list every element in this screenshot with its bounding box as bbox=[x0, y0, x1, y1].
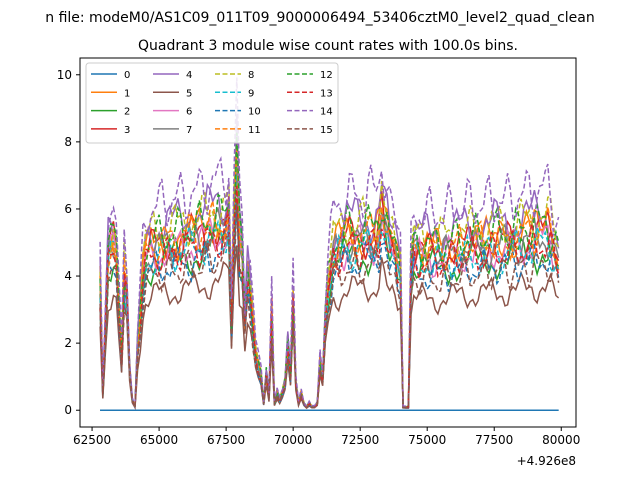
series-line-5 bbox=[99, 245, 560, 411]
y-tick-label: 8 bbox=[64, 135, 72, 149]
y-tick-label: 2 bbox=[64, 336, 72, 350]
legend-label-14: 14 bbox=[320, 107, 333, 118]
legend-label-6: 6 bbox=[186, 107, 192, 118]
y-tick-label: 0 bbox=[64, 403, 72, 417]
y-tick-label: 4 bbox=[64, 269, 72, 283]
legend-label-2: 2 bbox=[124, 107, 130, 118]
legend-label-8: 8 bbox=[248, 70, 254, 81]
legend-label-13: 13 bbox=[320, 88, 333, 99]
legend-box bbox=[85, 62, 339, 144]
chart-title: Quadrant 3 module wise count rates with … bbox=[138, 38, 518, 54]
legend-label-11: 11 bbox=[248, 125, 261, 136]
y-tick-label: 10 bbox=[57, 68, 72, 82]
series-line-3 bbox=[99, 152, 560, 409]
legend-label-0: 0 bbox=[124, 70, 130, 81]
series-line-15 bbox=[99, 204, 560, 409]
legend-label-9: 9 bbox=[248, 88, 254, 99]
legend-label-5: 5 bbox=[186, 88, 192, 99]
x-tick-label: 80000 bbox=[542, 433, 580, 447]
series-line-8 bbox=[99, 143, 560, 408]
x-tick-label: 65000 bbox=[140, 433, 178, 447]
series-line-14 bbox=[99, 77, 560, 408]
x-tick-label: 77500 bbox=[475, 433, 513, 447]
legend-label-12: 12 bbox=[320, 70, 333, 81]
legend-label-1: 1 bbox=[124, 88, 130, 99]
legend-label-7: 7 bbox=[186, 125, 192, 136]
x-tick-label: 75000 bbox=[408, 433, 446, 447]
x-offset-label: +4.926e8 bbox=[517, 454, 576, 468]
legend-label-10: 10 bbox=[248, 107, 261, 118]
x-tick-label: 62500 bbox=[73, 433, 111, 447]
legend-label-4: 4 bbox=[186, 70, 192, 81]
x-tick-label: 72500 bbox=[341, 433, 379, 447]
legend-label-15: 15 bbox=[320, 125, 333, 136]
x-tick-label: 67500 bbox=[207, 433, 245, 447]
chart-suptitle: n file: modeM0/AS1C09_011T09_9000006494_… bbox=[45, 10, 594, 26]
legend-label-3: 3 bbox=[124, 125, 130, 136]
series-line-9 bbox=[99, 155, 560, 409]
axes: 62500 65000 67500 70000 72500 75000 77500 80000… bbox=[57, 57, 580, 447]
y-tick-label: 6 bbox=[64, 202, 72, 216]
axes-frame bbox=[79, 57, 577, 428]
plot-area bbox=[99, 77, 560, 411]
x-tick-label: 70000 bbox=[274, 433, 312, 447]
series-line-12 bbox=[99, 132, 560, 408]
